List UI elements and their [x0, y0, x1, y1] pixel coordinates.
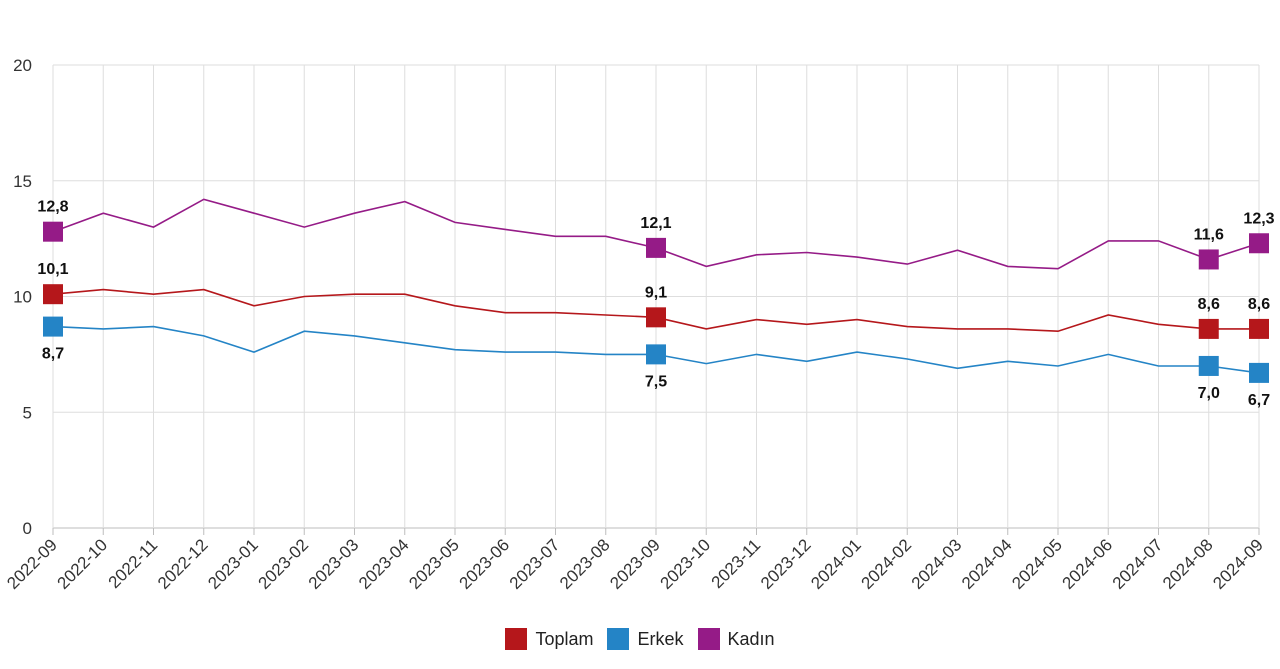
x-tick-label: 2023-07: [506, 535, 564, 593]
x-tick-label: 2024-06: [1059, 535, 1117, 593]
x-tick-label: 2023-12: [757, 535, 815, 593]
data-label: 10,1: [37, 261, 68, 278]
labels-erkek: 8,7 7,5 7,0 6,7: [42, 346, 1270, 409]
x-tick-label: 2024-02: [858, 535, 916, 593]
data-point-marker[interactable]: [43, 284, 63, 305]
x-tick-label: 2023-01: [204, 535, 262, 593]
data-label: 7,5: [645, 373, 667, 390]
data-point-marker[interactable]: [1198, 249, 1219, 270]
legend-label: Erkek: [637, 628, 684, 649]
data-point-marker[interactable]: [646, 344, 666, 365]
legend-item-kadın[interactable]: Kadın: [697, 628, 775, 650]
legend-item-toplam[interactable]: Toplam: [505, 628, 593, 650]
legend-swatch: [607, 628, 630, 650]
x-tick-label: 2024-08: [1159, 535, 1217, 593]
x-tick-label: 2023-04: [355, 535, 413, 593]
data-point-marker[interactable]: [1198, 355, 1219, 376]
legend-label: Toplam: [535, 628, 594, 649]
y-tick-label: 15: [13, 172, 32, 191]
x-tick-label: 2023-11: [708, 535, 765, 592]
data-label: 7,0: [1198, 385, 1220, 402]
x-tick-label: 2023-08: [556, 535, 614, 593]
data-label: 6,7: [1248, 392, 1270, 409]
x-tick-label: 2024-03: [908, 535, 966, 593]
x-tick-label: 2024-04: [958, 535, 1016, 593]
y-tick-label: 0: [23, 519, 32, 538]
y-tick-label: 5: [23, 403, 32, 422]
x-tick-label: 2023-03: [305, 535, 363, 593]
data-label: 12,3: [1243, 210, 1274, 227]
legend-label: Kadın: [727, 628, 775, 649]
data-label: 9,1: [645, 284, 667, 301]
legend-item-erkek[interactable]: Erkek: [607, 628, 684, 650]
data-point-marker[interactable]: [1249, 233, 1269, 254]
data-label: 11,6: [1194, 226, 1224, 243]
data-label: 12,8: [37, 199, 68, 216]
x-tick-label: 2024-09: [1209, 535, 1267, 593]
legend-swatch: [505, 628, 528, 650]
data-label: 12,1: [640, 215, 671, 232]
x-tick-label: 2022-10: [54, 535, 112, 593]
x-tick-label: 2023-10: [657, 535, 715, 593]
data-label: 8,6: [1198, 296, 1220, 313]
x-tick-label: 2023-06: [456, 535, 514, 593]
markers-toplam: [43, 284, 1269, 339]
data-point-marker[interactable]: [1198, 318, 1219, 339]
data-point-marker[interactable]: [43, 221, 63, 242]
y-tick-label: 10: [13, 288, 32, 307]
data-point-marker[interactable]: [646, 237, 666, 258]
data-point-marker[interactable]: [1249, 362, 1269, 383]
data-point-marker[interactable]: [43, 316, 63, 337]
labels-kadın: 12,8 12,1 11,6 12,3: [37, 199, 1274, 244]
x-tick-label: 2022-11: [105, 535, 162, 592]
y-tick-label: 20: [13, 56, 32, 75]
labels-toplam: 10,1 9,1 8,6 8,6: [37, 261, 1270, 313]
x-tick-label: 2023-02: [255, 535, 313, 593]
x-tick-label: 2022-09: [3, 535, 61, 593]
chart-legend: Toplam Erkek Kadın: [0, 628, 1280, 650]
x-tick-label: 2024-01: [807, 535, 865, 593]
markers-kadın: [43, 221, 1269, 270]
x-tick-label: 2023-05: [405, 535, 463, 593]
data-label: 8,6: [1248, 296, 1270, 313]
data-label: 8,7: [42, 346, 64, 363]
line-chart: 051015202022-092022-102022-112022-122023…: [3, 56, 1274, 593]
x-tick-label: 2024-07: [1109, 535, 1167, 593]
data-point-marker[interactable]: [1249, 318, 1269, 339]
x-tick-label: 2024-05: [1008, 535, 1066, 593]
markers-erkek: [43, 316, 1269, 383]
legend-swatch: [697, 628, 720, 650]
x-tick-label: 2022-12: [154, 535, 212, 593]
data-point-marker[interactable]: [646, 307, 666, 328]
x-tick-label: 2023-09: [606, 535, 664, 593]
